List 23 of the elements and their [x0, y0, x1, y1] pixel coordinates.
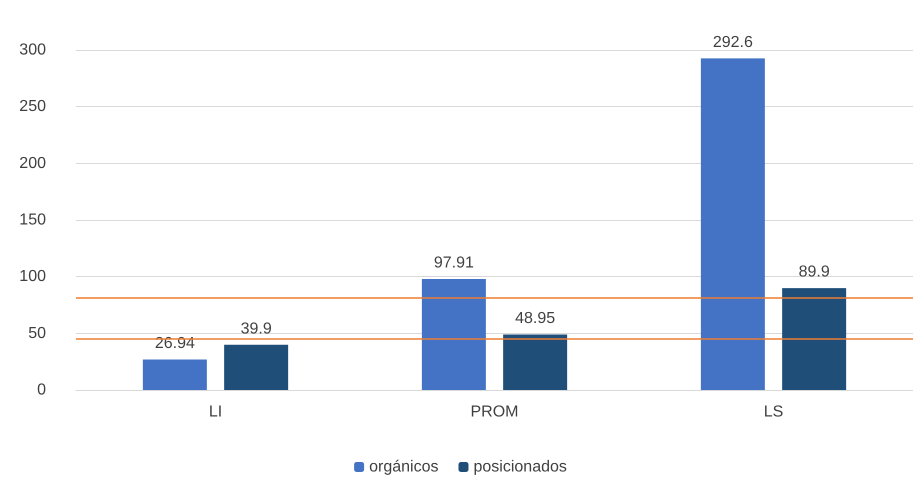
y-tick-label: 300 — [19, 42, 46, 58]
data-label: 89.9 — [798, 264, 830, 281]
bar — [782, 288, 846, 390]
legend-label: orgánicos — [369, 458, 438, 476]
x-tick-label: LS — [764, 404, 784, 420]
bar — [224, 344, 288, 390]
bar — [700, 58, 765, 390]
data-label: 97.91 — [434, 254, 474, 272]
y-tick-label: 250 — [19, 98, 46, 116]
y-tick-label: 200 — [19, 154, 46, 172]
y-tick-label: 50 — [28, 324, 46, 342]
y-tick-label: 100 — [19, 268, 46, 286]
data-label: 39.9 — [240, 320, 272, 338]
x-tick-label: LI — [208, 404, 222, 420]
bar — [142, 359, 207, 390]
data-label: 48.95 — [515, 310, 556, 328]
bar — [503, 334, 568, 390]
x-tick-label: PROM — [470, 404, 518, 420]
data-label: 292.6 — [712, 34, 753, 51]
legend-label: posicionados — [473, 458, 567, 476]
bar — [422, 279, 486, 390]
y-tick-label: 150 — [19, 212, 46, 228]
y-tick-label: 0 — [37, 382, 46, 398]
